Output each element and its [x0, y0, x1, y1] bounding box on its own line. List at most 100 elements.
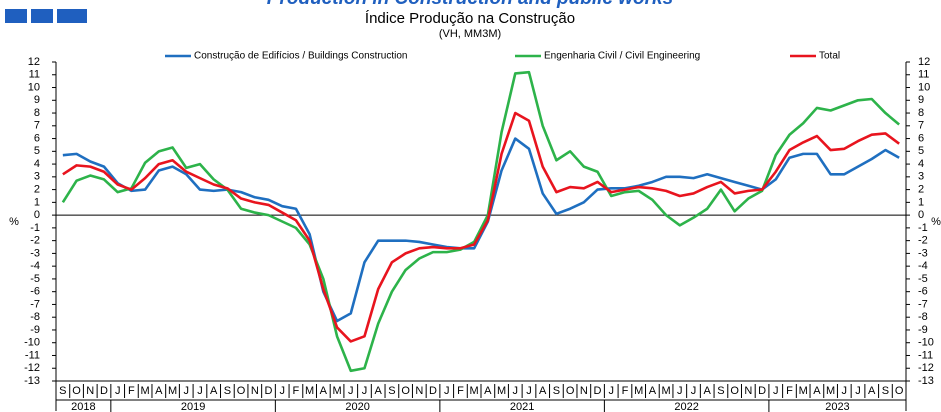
y-tick-label: 7 [34, 120, 40, 132]
legend-label: Engenharia Civil / Civil Engineering [544, 51, 700, 62]
x-tick-label: N [251, 385, 259, 397]
y2-tick-label: 2 [918, 184, 924, 196]
y-tick-label: 1 [34, 196, 40, 208]
y-tick-label: 5 [34, 145, 40, 157]
y2-tick-label: 8 [918, 107, 924, 119]
x-tick-label: J [348, 385, 354, 397]
chart-subtitle: Índice Produção na Construção [365, 10, 575, 27]
x-tick-label: F [457, 385, 464, 397]
x-tick-label: M [661, 385, 670, 397]
y2-tick-label: 6 [918, 132, 924, 144]
y-tick-label: 11 [29, 69, 40, 81]
y2-tick-label: -11 [918, 349, 933, 361]
x-tick-label: A [868, 385, 876, 397]
x-tick-label: S [224, 385, 231, 397]
x-tick-label: A [539, 385, 547, 397]
chart-title: Production in Construction and public wo… [267, 0, 673, 9]
series-line [61, 70, 900, 373]
x-tick-label: A [375, 385, 383, 397]
y-tick-label: -8 [30, 311, 40, 323]
x-tick-label: J [183, 385, 189, 397]
x-tick-label: J [677, 385, 683, 397]
x-tick-label: J [513, 385, 519, 397]
y-tick-label: -9 [30, 324, 40, 336]
y2-tick-label: -5 [918, 273, 928, 285]
x-tick-label: J [842, 385, 848, 397]
y2-tick-label: -12 [918, 362, 934, 374]
x-tick-label: J [855, 385, 861, 397]
y2-tick-label: -10 [918, 337, 934, 349]
y2-tick-label: 0 [918, 209, 924, 221]
y2-axis-label: % [931, 216, 941, 228]
y2-tick-label: 1 [918, 196, 924, 208]
x-tick-label: O [730, 385, 739, 397]
x-tick-label: N [415, 385, 423, 397]
x-tick-label: D [100, 385, 108, 397]
x-tick-label: A [320, 385, 328, 397]
year-label: 2018 [71, 401, 95, 412]
x-tick-label: A [704, 385, 712, 397]
y2-tick-label: -3 [918, 247, 928, 259]
x-tick-label: F [786, 385, 793, 397]
y-axis-label: % [9, 216, 19, 228]
x-tick-label: O [566, 385, 575, 397]
y-tick-label: 2 [34, 184, 40, 196]
x-tick-label: M [305, 385, 314, 397]
x-tick-label: A [210, 385, 218, 397]
x-tick-label: J [444, 385, 450, 397]
x-tick-label: O [237, 385, 246, 397]
x-tick-label: S [59, 385, 66, 397]
chart-subtitle: (VH, MM3M) [439, 28, 501, 40]
y-tick-label: -13 [24, 375, 40, 387]
x-tick-label: N [580, 385, 588, 397]
x-tick-label: J [608, 385, 614, 397]
year-label: 2022 [674, 401, 698, 412]
x-tick-label: M [168, 385, 177, 397]
x-tick-label: M [799, 385, 808, 397]
y-tick-label: 8 [34, 107, 40, 119]
y2-tick-label: 11 [918, 69, 929, 81]
y2-tick-label: -13 [918, 375, 934, 387]
x-tick-label: M [634, 385, 643, 397]
x-tick-label: M [470, 385, 479, 397]
y2-tick-label: 10 [918, 81, 930, 93]
x-tick-label: M [497, 385, 506, 397]
x-tick-label: F [293, 385, 300, 397]
y-tick-label: 10 [28, 81, 40, 93]
y-tick-label: -3 [30, 247, 40, 259]
year-label: 2023 [825, 401, 849, 412]
x-tick-label: A [484, 385, 492, 397]
legend-label: Construção de Edifícios / Buildings Cons… [194, 51, 407, 62]
y2-tick-label: -7 [918, 298, 928, 310]
y2-tick-label: -4 [918, 260, 928, 272]
x-tick-label: S [553, 385, 560, 397]
x-tick-label: F [128, 385, 135, 397]
y2-tick-label: 5 [918, 145, 924, 157]
y2-tick-label: 9 [918, 94, 924, 106]
y2-tick-label: 4 [918, 158, 924, 170]
x-tick-label: O [895, 385, 904, 397]
y2-tick-label: -9 [918, 324, 928, 336]
y2-tick-label: -2 [918, 235, 928, 247]
year-label: 2020 [345, 401, 369, 412]
x-tick-label: A [813, 385, 821, 397]
y2-tick-label: 7 [918, 120, 924, 132]
x-tick-label: N [744, 385, 752, 397]
x-tick-label: M [332, 385, 341, 397]
y-tick-label: -12 [24, 362, 40, 374]
x-tick-label: J [773, 385, 779, 397]
year-label: 2021 [510, 401, 534, 412]
y-tick-label: -7 [30, 298, 40, 310]
y-tick-label: 6 [34, 132, 40, 144]
x-tick-label: A [155, 385, 163, 397]
x-tick-label: S [717, 385, 724, 397]
x-tick-label: O [401, 385, 410, 397]
logo-block [31, 9, 53, 23]
logo-block [5, 9, 27, 23]
x-tick-label: M [141, 385, 150, 397]
x-tick-label: J [362, 385, 368, 397]
y-tick-label: 9 [34, 94, 40, 106]
x-tick-label: D [758, 385, 766, 397]
legend-label: Total [819, 51, 840, 62]
